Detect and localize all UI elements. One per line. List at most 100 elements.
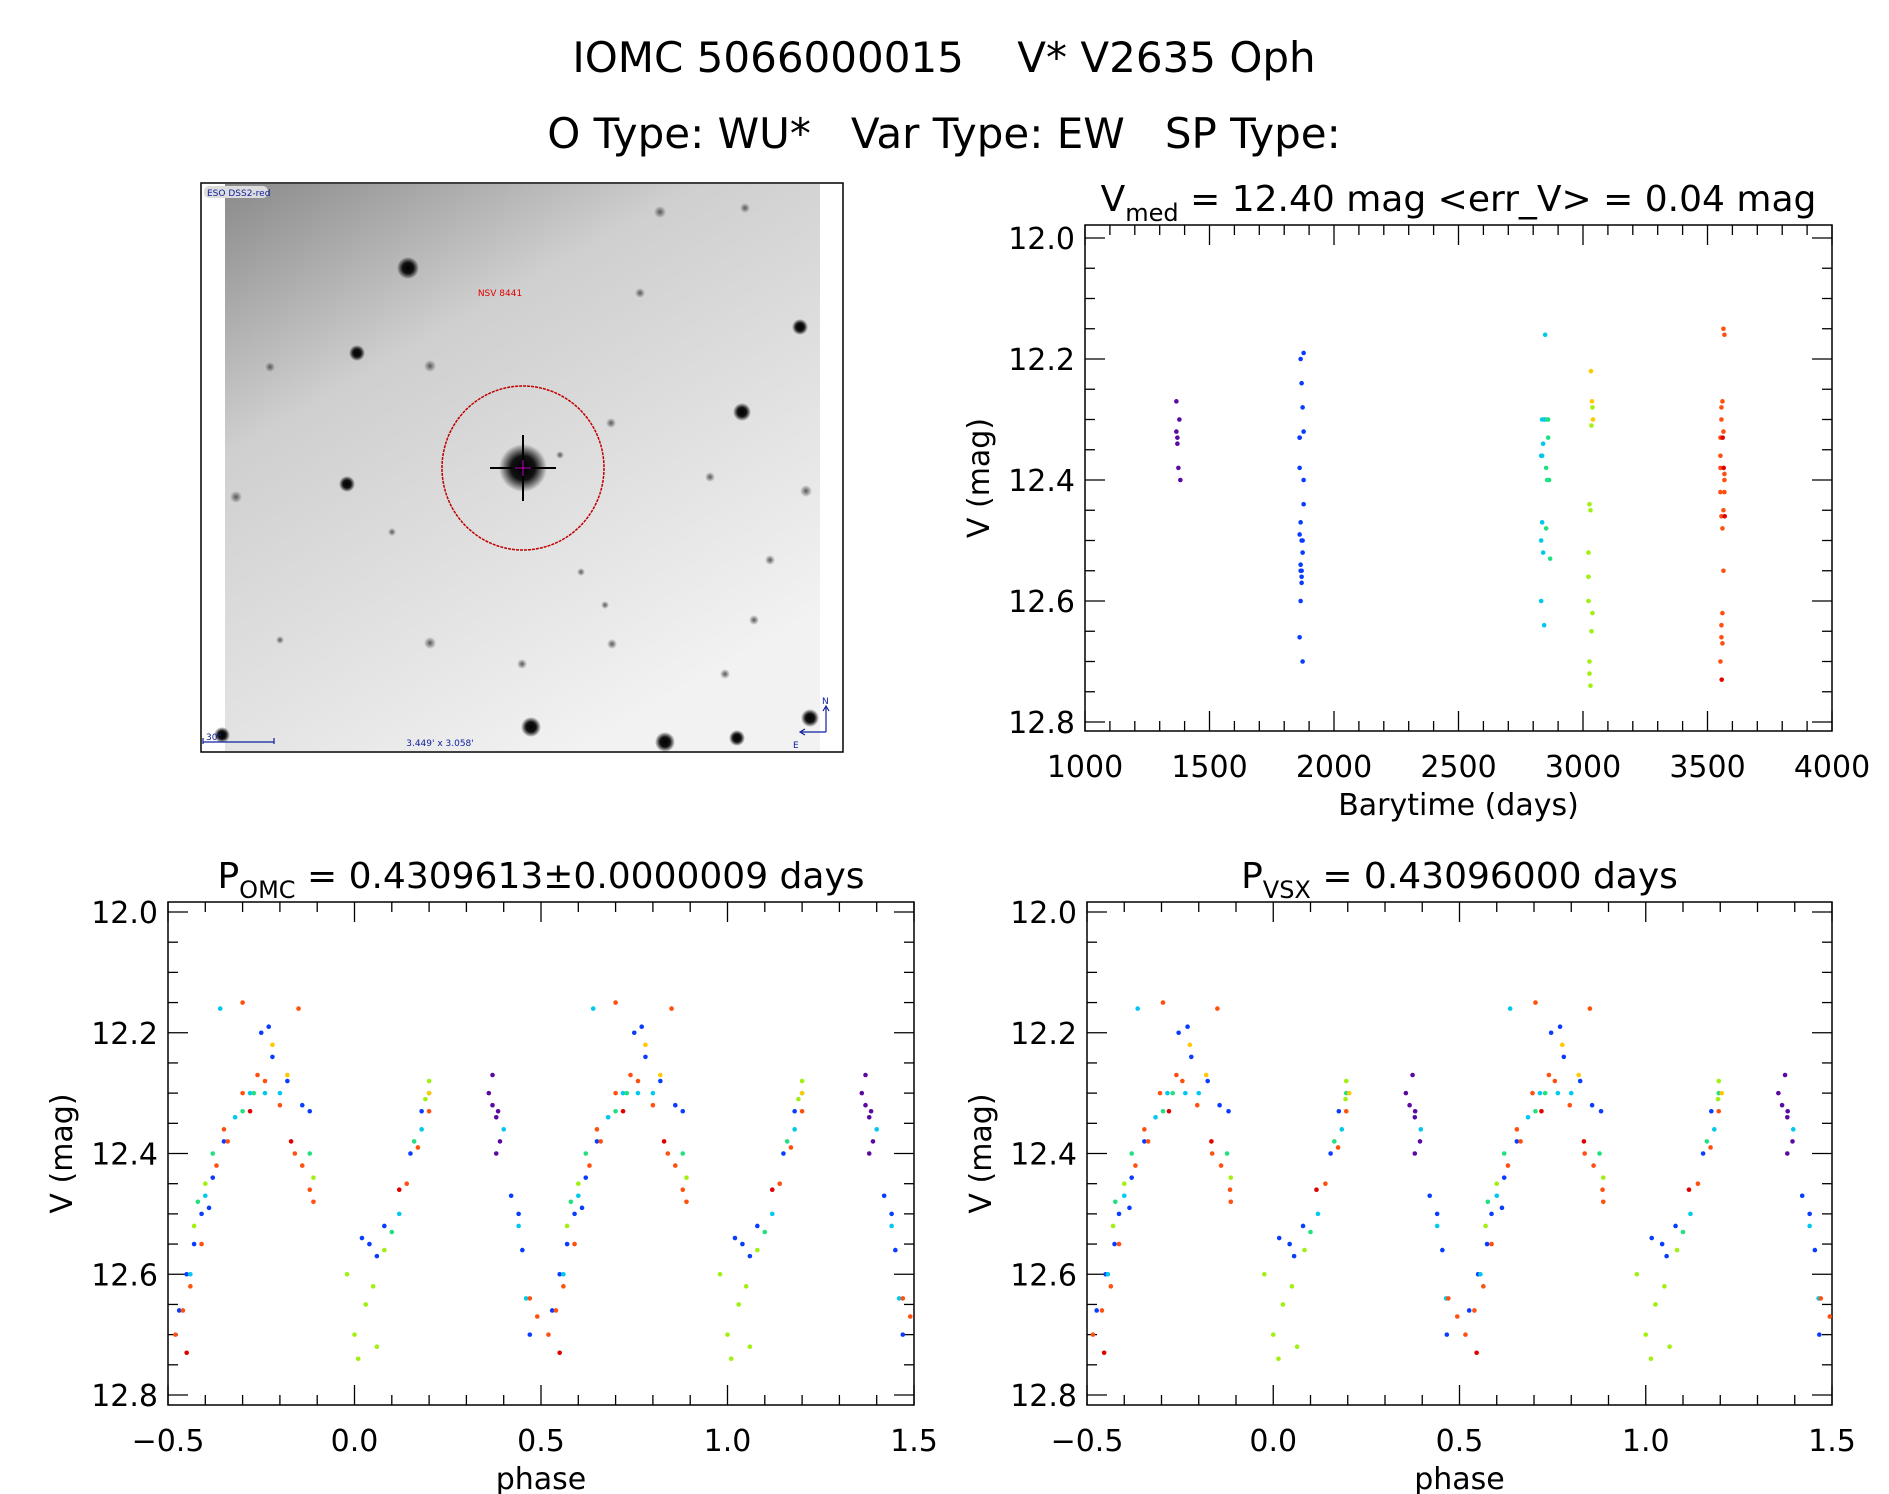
data-point <box>266 1024 272 1030</box>
data-point <box>1129 1175 1134 1180</box>
chart-title-rest: = 0.43096000 days <box>1311 856 1678 897</box>
chart-title-rest: = 12.40 mag <err_V> = 0.04 mag <box>1179 179 1817 220</box>
data-point <box>1545 417 1551 422</box>
data-point <box>370 1284 376 1289</box>
data-point <box>374 1344 380 1349</box>
data-point <box>1715 1096 1721 1102</box>
data-point <box>1586 550 1591 555</box>
data-point <box>1410 1072 1415 1078</box>
data-point <box>613 1108 618 1114</box>
data-point <box>1568 1090 1574 1096</box>
data-point <box>486 1090 492 1096</box>
data-point <box>620 1108 626 1114</box>
star-mark <box>556 451 564 459</box>
data-point <box>1560 1042 1565 1048</box>
data-point <box>255 1072 260 1078</box>
data-point <box>206 1205 212 1211</box>
data-point <box>1434 1211 1440 1217</box>
data-point <box>1112 1241 1117 1247</box>
scale-label: 30" <box>206 733 222 743</box>
data-point <box>1142 1127 1147 1132</box>
data-point <box>1478 1271 1483 1277</box>
data-point <box>1299 574 1304 580</box>
data-point <box>1178 477 1183 483</box>
data-point <box>191 1241 197 1247</box>
data-point <box>1113 1199 1118 1205</box>
data-point <box>1418 1127 1424 1132</box>
field-size-label: 3.449' x 3.058' <box>406 739 474 749</box>
data-point <box>1716 1108 1722 1114</box>
data-point <box>661 1139 667 1144</box>
data-point <box>1590 610 1595 616</box>
x-tick-label: −0.5 <box>1051 1424 1124 1459</box>
data-point <box>493 1151 499 1156</box>
data-point <box>277 1102 283 1108</box>
y-tick-label: 12.6 <box>1008 585 1075 620</box>
data-point <box>1090 1332 1096 1337</box>
data-point <box>1189 1054 1194 1060</box>
data-point <box>1709 1108 1714 1114</box>
data-point <box>1598 1108 1604 1114</box>
data-point <box>1597 1151 1602 1156</box>
data-point <box>493 1114 499 1120</box>
data-point <box>1719 635 1724 640</box>
data-point <box>1427 1193 1432 1199</box>
data-point <box>1116 1211 1122 1217</box>
data-point <box>684 1175 689 1180</box>
data-point <box>1108 1284 1114 1289</box>
data-point <box>1194 1102 1200 1108</box>
data-point <box>684 1199 689 1205</box>
data-point <box>367 1241 372 1247</box>
data-point <box>1417 1139 1423 1144</box>
data-point <box>736 1302 741 1307</box>
data-point <box>1287 1241 1292 1247</box>
data-point <box>613 1090 618 1096</box>
x-tick-label: 1.5 <box>1808 1424 1856 1459</box>
data-point <box>658 1072 663 1078</box>
star-mark <box>720 669 730 679</box>
data-point <box>557 1350 562 1356</box>
x-tick-label: −0.5 <box>132 1424 205 1459</box>
data-point <box>1297 465 1302 471</box>
data-point <box>426 1090 432 1096</box>
data-point <box>605 1114 611 1120</box>
data-point <box>635 1078 641 1084</box>
data-point <box>1170 1090 1175 1096</box>
data-point <box>389 1229 395 1235</box>
data-point <box>1587 501 1592 507</box>
data-point <box>598 1139 603 1144</box>
star-mark <box>397 257 419 279</box>
data-point <box>896 1296 902 1301</box>
chart-title-subscript: OMC <box>239 876 295 904</box>
star-mark <box>729 730 745 746</box>
data-point <box>508 1193 514 1199</box>
data-point <box>1298 598 1303 604</box>
data-point <box>1157 1090 1163 1096</box>
data-point <box>590 1006 596 1011</box>
data-point <box>1600 1199 1606 1205</box>
data-point <box>1315 1211 1321 1217</box>
data-point <box>1332 1139 1337 1144</box>
data-point <box>1228 1175 1234 1180</box>
data-point <box>1718 453 1723 459</box>
data-point <box>1720 641 1725 646</box>
data-point <box>1127 1205 1132 1211</box>
data-point <box>1280 1302 1286 1307</box>
data-point <box>650 1102 656 1108</box>
data-point <box>1591 1163 1596 1168</box>
data-point <box>553 1308 559 1313</box>
data-point <box>490 1102 495 1108</box>
chart-phase_omc: −0.5 0.0 0.5 1.0 1.5 12.0 12.2 12.4 12.6 12.8 phas… <box>45 856 938 1494</box>
data-point <box>1176 1030 1181 1036</box>
compass-arrows <box>798 704 830 736</box>
data-point <box>1718 659 1723 664</box>
y-tick-label: 12.4 <box>1010 1138 1077 1173</box>
data-point <box>1489 1241 1494 1247</box>
data-point <box>769 1187 775 1193</box>
x-tick-label: 1.5 <box>890 1424 938 1459</box>
sky-image: ESO DSS2-red NSV 8441 30" 3.449' x 3.058… <box>200 182 844 753</box>
data-point <box>900 1296 906 1301</box>
data-point <box>423 1096 428 1102</box>
data-point <box>240 1090 245 1096</box>
